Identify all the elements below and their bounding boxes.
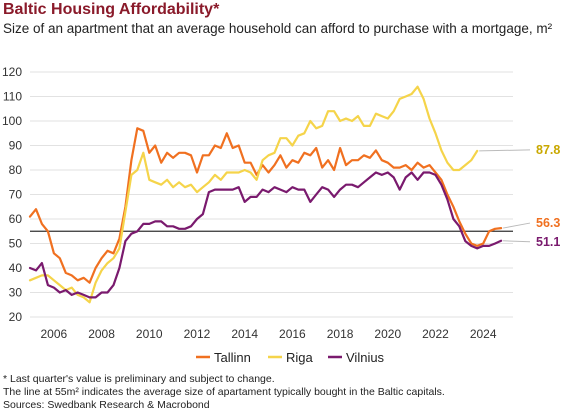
y-tick-label: 50: [9, 237, 23, 251]
y-tick-label: 60: [9, 212, 23, 226]
legend-label-riga: Riga: [286, 350, 314, 365]
x-axis-ticks: 2006 2008 2010 2012 2014 2016 2018 2020 2022 2024: [41, 327, 497, 341]
y-tick-label: 120: [2, 65, 22, 79]
footnote-reference-line: The line at 55m² indicates the average s…: [3, 386, 445, 398]
gridlines: [30, 71, 513, 318]
end-label-connector-riga: [479, 149, 531, 152]
y-axis-ticks: 20 30 40 50 60 70 80 90 100 110 120: [2, 65, 22, 324]
y-tick-label: 40: [9, 261, 23, 275]
end-label-tallinn: 56.3: [536, 216, 560, 230]
x-tick-label: 2014: [231, 327, 258, 341]
x-tick-label: 2016: [279, 327, 306, 341]
y-tick-label: 100: [2, 114, 22, 128]
end-labels: 56.3 87.8 51.1: [479, 143, 560, 249]
series-line-vilnius: [28, 171, 503, 299]
legend-label-tallinn: Tallinn: [214, 350, 251, 365]
y-tick-label: 30: [9, 286, 23, 300]
end-label-riga: 87.8: [536, 143, 560, 157]
series-lines: [28, 85, 503, 304]
y-tick-label: 80: [9, 163, 23, 177]
series-line-tallinn: [28, 127, 503, 284]
x-tick-label: 2006: [41, 327, 68, 341]
chart-title: Baltic Housing Affordability*: [3, 1, 220, 18]
x-tick-label: 2022: [422, 327, 449, 341]
end-label-vilnius: 51.1: [536, 235, 560, 249]
x-tick-label: 2018: [327, 327, 354, 341]
end-label-connector-vilnius: [503, 240, 531, 243]
x-tick-label: 2024: [470, 327, 497, 341]
series-line-riga: [28, 85, 479, 304]
y-tick-label: 70: [9, 188, 23, 202]
legend: Tallinn Riga Vilnius: [196, 350, 385, 365]
y-tick-label: 110: [3, 90, 22, 104]
chart-subtitle: Size of an apartment that an average hou…: [3, 21, 553, 36]
legend-label-vilnius: Vilnius: [346, 350, 385, 365]
end-label-connector-tallinn: [502, 222, 531, 229]
x-tick-label: 2020: [374, 327, 401, 341]
x-tick-label: 2008: [88, 327, 115, 341]
y-tick-label: 20: [9, 310, 23, 324]
x-tick-label: 2010: [136, 327, 163, 341]
footnote-preliminary: * Last quarter's value is preliminary an…: [3, 373, 275, 385]
y-tick-label: 90: [9, 139, 23, 153]
x-tick-label: 2012: [184, 327, 211, 341]
footnotes: * Last quarter's value is preliminary an…: [3, 373, 445, 412]
footnote-sources: Sources: Swedbank Research & Macrobond: [3, 399, 210, 411]
